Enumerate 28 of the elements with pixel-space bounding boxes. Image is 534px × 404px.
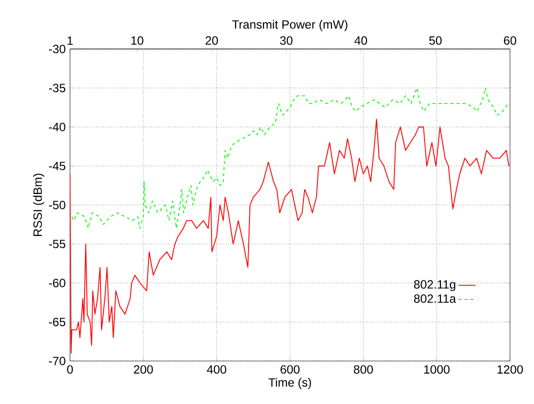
legend-label: 802.11a	[414, 294, 456, 303]
x-tick-label: 200	[134, 365, 153, 374]
x2-axis-title: Transmit Power (mW)	[232, 20, 348, 32]
y-tick-label: -40	[48, 122, 66, 132]
y-tick-label: -45	[48, 162, 66, 170]
x2-tick-label: 20	[206, 36, 218, 45]
x-tick-label: 1000	[424, 365, 450, 374]
y-tick-label: -70	[48, 356, 66, 366]
x2-tick-label: 40	[354, 36, 368, 45]
y-tick-label: -50	[48, 200, 66, 210]
x-axis-title: Time (s)	[268, 378, 312, 390]
x-tick-label: 800	[354, 365, 373, 374]
x2-tick-label: 10	[131, 36, 144, 45]
y-tick-label: -55	[48, 240, 66, 248]
legend-label: 802.11g	[414, 280, 456, 292]
y-tick-label: -30	[48, 44, 66, 54]
x2-tick-label: 50	[429, 36, 442, 45]
x2-tick-label: 60	[504, 36, 516, 45]
y-tick-label: -65	[48, 318, 66, 326]
y-tick-label: -60	[48, 278, 66, 288]
x2-tick-label: 30	[280, 36, 292, 45]
y-axis-title: RSSI (dBm)	[33, 174, 44, 236]
x-tick-label: 600	[280, 365, 300, 374]
x-tick-label: 0	[67, 365, 73, 374]
x2-tick-label: 1	[68, 36, 73, 45]
x-tick-label: 1200	[498, 365, 523, 374]
x-tick-label: 400	[206, 365, 226, 374]
y-tick-label: -35	[48, 84, 66, 92]
